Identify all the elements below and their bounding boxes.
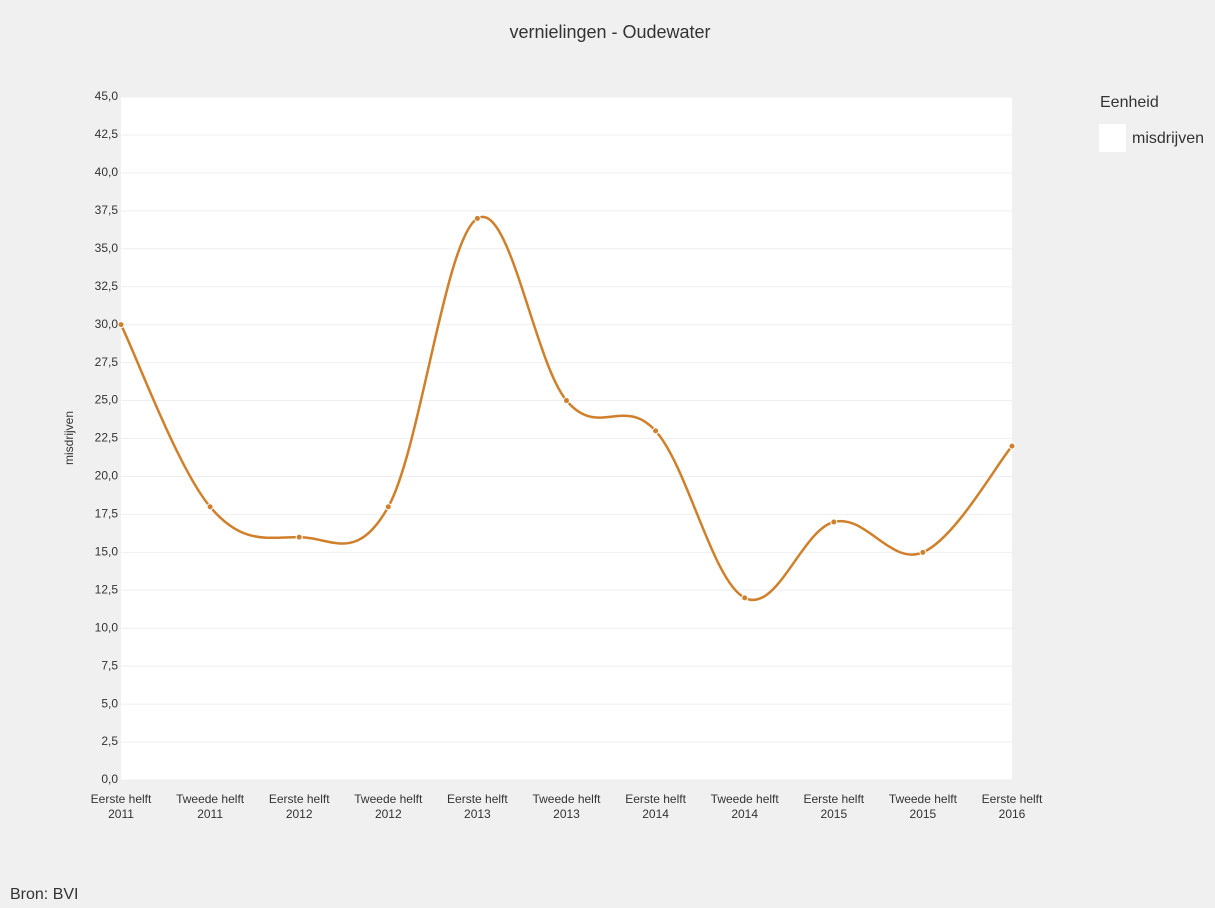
point [652, 427, 660, 435]
point [919, 548, 927, 556]
y-tick-label: 45,0 [95, 89, 119, 103]
y-tick-label: 7,5 [101, 658, 118, 672]
y-tick-label: 42,5 [95, 127, 119, 141]
legend-title: Eenheid [1100, 94, 1159, 111]
x-tick-label: Tweede helft 2015 [888, 792, 957, 821]
source: Bron: BVI [10, 886, 78, 903]
point [473, 214, 481, 222]
y-tick-label: 30,0 [95, 317, 119, 331]
chart-title: vernielingen - Oudewater [509, 22, 710, 42]
line [119, 215, 1013, 602]
point [384, 503, 392, 511]
y-tick-label: 12,5 [95, 582, 119, 596]
y-tick-label: 15,0 [95, 545, 119, 559]
x-tick-label: Eerste helft 2011 [90, 792, 152, 821]
x-tick-label: Eerste helft 2012 [268, 792, 330, 821]
y-tick-label: 27,5 [95, 355, 119, 369]
y-tick-label: 5,0 [101, 696, 118, 710]
y-tick-label: 40,0 [95, 165, 119, 179]
x-tick-label: Tweede helft 2011 [176, 792, 245, 821]
y-tick-label: 10,0 [95, 620, 119, 634]
y-tick-label: 2,5 [101, 734, 118, 748]
y-tick-label: 22,5 [95, 431, 119, 445]
y-tick-label: 20,0 [95, 469, 119, 483]
x-tick-label: Tweede helft 2012 [354, 792, 423, 821]
legend-label: misdrijven [1132, 130, 1204, 147]
y-tick-label: 32,5 [95, 279, 119, 293]
point [206, 503, 214, 511]
x-tick-label: Tweede helft 2013 [532, 792, 601, 821]
y-tick-label: 0,0 [101, 772, 118, 786]
point [1008, 442, 1016, 450]
y-tick-label: 17,5 [95, 507, 119, 521]
point [830, 518, 838, 526]
legend-swatch [1099, 124, 1126, 152]
x-tick-label: Eerste helft 2015 [803, 792, 865, 821]
x-tick-label: Eerste helft 2016 [981, 792, 1043, 821]
point [563, 397, 570, 405]
y-tick-label: 37,5 [95, 203, 119, 217]
point [741, 594, 749, 602]
y-axis-label: misdrijven [62, 411, 76, 465]
point [117, 321, 125, 329]
y-tick-label: 25,0 [95, 393, 119, 407]
point [295, 533, 303, 541]
y-tick-label: 35,0 [95, 241, 119, 255]
x-tick-label: Eerste helft 2014 [625, 792, 686, 821]
x-tick-label: Tweede helft 2014 [710, 792, 779, 821]
x-tick-label: Eerste helft 2013 [447, 792, 508, 821]
